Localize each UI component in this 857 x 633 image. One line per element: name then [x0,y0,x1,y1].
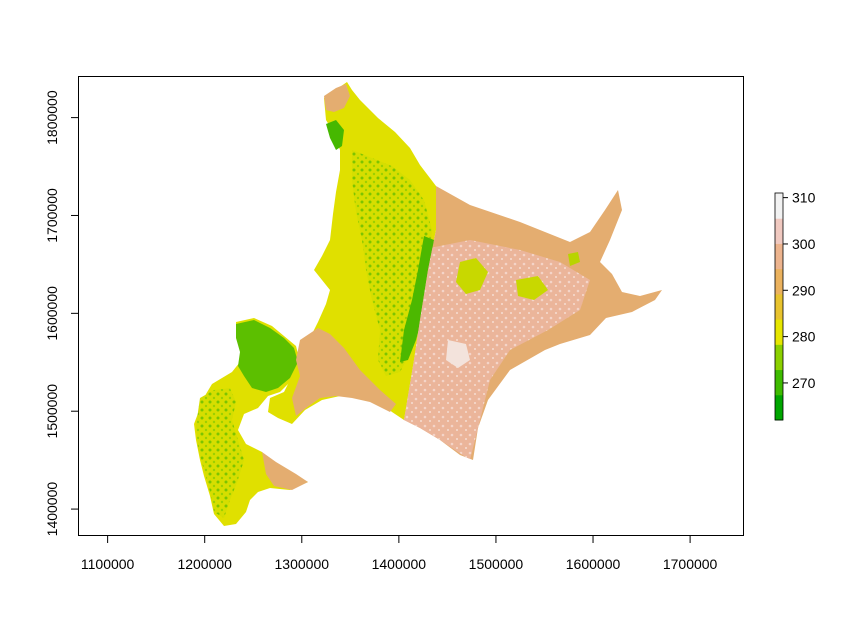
green-zone-sw [236,320,298,392]
legend-tick-label: 280 [792,329,816,345]
tan-zone-cape [262,452,308,490]
legend-swatch [775,369,783,396]
legend-swatch [775,394,783,421]
green-zone-peninsula [196,388,244,518]
map-island [194,82,436,526]
x-tick-label: 1500000 [469,556,524,572]
y-tick-label: 1600000 [44,286,60,341]
x-tick-label: 1700000 [663,556,718,572]
legend-swatch [775,243,783,270]
legend-swatch [775,268,783,295]
tan-zone-north-tip [324,84,350,112]
y-tick-label: 1500000 [44,384,60,439]
legend-tick-label: 290 [792,282,816,298]
east-green-patch-3 [568,252,580,266]
y-tick-label: 1400000 [44,482,60,537]
legend-swatch [775,293,783,320]
x-tick-label: 1300000 [275,556,330,572]
x-tick-label: 1100000 [81,556,135,572]
map-east [404,186,662,460]
legend-frame [774,192,784,421]
east-green-patch-2 [516,276,548,300]
green-zone-ridge [400,236,434,362]
legend-swatch [775,344,783,371]
legend-tick-label: 270 [792,375,816,391]
x-tick-label: 1600000 [566,556,621,572]
y-axis: 1400000 1500000 1600000 1700000 1800000 [44,90,79,536]
legend-tick-label: 310 [792,190,816,206]
color-legend: 270 280 290 300 310 [774,190,816,421]
y-tick-label: 1700000 [44,188,60,243]
east-plain-pink [404,240,590,460]
x-axis: 1100000 1200000 1300000 1400000 1500000 16000… [81,535,718,572]
legend-swatch [775,193,783,219]
east-light-patch [446,340,470,368]
green-zone-north [326,120,344,150]
x-tick-label: 1400000 [372,556,427,572]
legend-swatch [775,218,783,244]
y-tick-label: 1800000 [44,90,60,145]
legend-swatch [775,319,783,345]
tan-zone-southwest [292,328,396,416]
legend-tick-label: 300 [792,236,816,252]
east-green-patch [456,258,488,294]
x-tick-label: 1200000 [177,556,232,572]
